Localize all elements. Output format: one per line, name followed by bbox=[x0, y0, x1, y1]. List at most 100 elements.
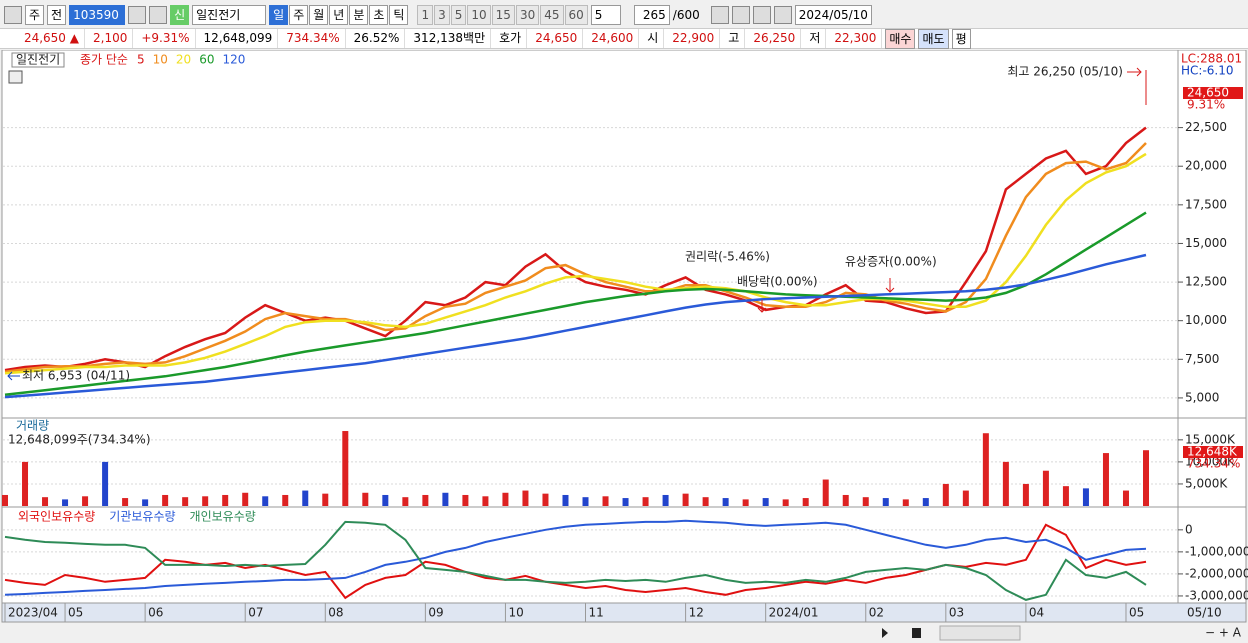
y-tick-label: -2,000,000 bbox=[1185, 566, 1248, 580]
volume-bar bbox=[322, 493, 329, 506]
volume-bar bbox=[142, 499, 149, 506]
y-tick-label: 15,000 bbox=[1185, 236, 1227, 250]
legend-entry: 60 bbox=[199, 53, 214, 67]
annotation: 배당락(0.00%) bbox=[737, 275, 818, 289]
stock-name: 일진전기 bbox=[192, 5, 267, 25]
ask: 24,650 bbox=[530, 29, 584, 48]
volume-bar bbox=[1102, 453, 1109, 506]
save-button[interactable] bbox=[752, 6, 771, 24]
x-tick-label: 05 bbox=[1129, 606, 1144, 620]
count-select[interactable]: 5 bbox=[590, 5, 621, 25]
minute-button[interactable]: 10 bbox=[467, 5, 491, 25]
window-icon[interactable] bbox=[4, 6, 22, 24]
y-tick-label: 20,000 bbox=[1185, 159, 1227, 173]
stop-button[interactable] bbox=[912, 628, 921, 638]
series-line bbox=[4, 519, 1147, 596]
legend-entry: 5 bbox=[137, 53, 145, 67]
volume-bar bbox=[902, 499, 909, 506]
series-line bbox=[4, 211, 1147, 397]
volume-bar bbox=[122, 498, 129, 506]
period-button[interactable]: 일 bbox=[269, 5, 289, 25]
play-button[interactable] bbox=[882, 628, 888, 638]
tool-button[interactable] bbox=[731, 6, 750, 24]
bid: 24,600 bbox=[586, 29, 640, 48]
last-date: 05/10 bbox=[1187, 606, 1222, 620]
sound-button[interactable] bbox=[149, 6, 168, 24]
series-line bbox=[4, 152, 1147, 375]
volume-bar bbox=[1082, 488, 1089, 506]
sell-button[interactable]: 매도 bbox=[918, 28, 949, 49]
y-tick-label: 17,500 bbox=[1185, 197, 1227, 211]
series-line bbox=[4, 520, 1147, 601]
price: 24,650 ▲ bbox=[4, 29, 85, 48]
mode-select[interactable]: 전 bbox=[47, 5, 67, 25]
minute-button[interactable]: 45 bbox=[540, 5, 564, 25]
minute-button[interactable]: 1 bbox=[417, 5, 434, 25]
avg-button[interactable]: 평 bbox=[951, 28, 971, 49]
buy-button[interactable]: 매수 bbox=[885, 28, 916, 49]
table-icon[interactable] bbox=[8, 70, 23, 84]
series-line bbox=[4, 253, 1147, 399]
y-tick-label: 10,000 bbox=[1185, 313, 1227, 327]
volume-bar bbox=[1143, 450, 1149, 506]
x-tick-label: 2024/01 bbox=[769, 606, 819, 620]
tool-button[interactable] bbox=[710, 6, 729, 24]
code-input[interactable]: 103590 bbox=[69, 5, 126, 25]
minute-button[interactable]: 60 bbox=[564, 5, 588, 25]
period-button[interactable]: 주 bbox=[289, 5, 309, 25]
minute-button[interactable]: 3 bbox=[434, 5, 450, 25]
settings-button[interactable] bbox=[773, 6, 792, 24]
volume-bar bbox=[1022, 483, 1029, 506]
volume-bar bbox=[202, 496, 209, 506]
chart: − + A 5,000 7,500 10,000 12,500 15,000 17,500… bbox=[0, 50, 1248, 643]
y-tick-label: 5,000 bbox=[1185, 390, 1219, 404]
date-axis bbox=[1, 602, 1247, 623]
volume-bar bbox=[342, 431, 349, 506]
volume-bar bbox=[82, 496, 89, 506]
period-button[interactable]: 초 bbox=[369, 5, 389, 25]
zoom-icons[interactable]: − + A bbox=[1205, 626, 1242, 640]
period-button[interactable]: 틱 bbox=[389, 5, 409, 25]
price-box bbox=[1183, 87, 1243, 99]
change: 2,100 bbox=[88, 29, 134, 48]
volume-bar bbox=[662, 494, 669, 506]
minute-button[interactable]: 30 bbox=[515, 5, 540, 25]
period-button[interactable]: 월 bbox=[309, 5, 329, 25]
volume-bar bbox=[642, 497, 649, 506]
high-label: 고 bbox=[723, 29, 746, 48]
period-button[interactable]: 년 bbox=[329, 5, 349, 25]
count-input[interactable]: 265 bbox=[633, 5, 670, 25]
volume-bar bbox=[782, 499, 789, 506]
high: 26,250 bbox=[748, 29, 802, 48]
volume-pct: 734.34% bbox=[281, 29, 346, 48]
volume-bar bbox=[282, 494, 289, 506]
low-label: 저 bbox=[804, 29, 827, 48]
volume-bar bbox=[162, 494, 169, 506]
market-select[interactable]: 주 bbox=[25, 5, 45, 25]
date-input[interactable]: 2024/05/10 bbox=[794, 5, 872, 25]
volume-pct: 734.34% bbox=[1187, 457, 1240, 471]
panel-title: 거래량 bbox=[16, 419, 49, 433]
search-button[interactable] bbox=[128, 6, 147, 24]
volume-bar bbox=[562, 494, 569, 506]
badge: 신 bbox=[170, 5, 190, 25]
annotation: 유상증자(0.00%) bbox=[845, 255, 937, 269]
scroll-thumb[interactable] bbox=[939, 625, 1021, 641]
volume-bar bbox=[222, 494, 229, 506]
volume-bar bbox=[942, 483, 949, 506]
volume-bar bbox=[2, 494, 8, 506]
x-tick-label: 09 bbox=[428, 606, 443, 620]
period-button[interactable]: 분 bbox=[349, 5, 369, 25]
x-tick-label: 11 bbox=[589, 606, 604, 620]
x-tick-label: 04 bbox=[1029, 606, 1044, 620]
volume-bar bbox=[1002, 461, 1009, 506]
x-tick-label: 08 bbox=[328, 606, 343, 620]
minute-button[interactable]: 15 bbox=[491, 5, 515, 25]
amount: 312,138백만 bbox=[408, 29, 492, 48]
volume-bar bbox=[382, 494, 389, 506]
volume-bar bbox=[722, 498, 729, 506]
minute-button[interactable]: 5 bbox=[450, 5, 467, 25]
legend-entry: 외국인보유수량 bbox=[18, 510, 95, 524]
x-tick-label: 12 bbox=[689, 606, 704, 620]
